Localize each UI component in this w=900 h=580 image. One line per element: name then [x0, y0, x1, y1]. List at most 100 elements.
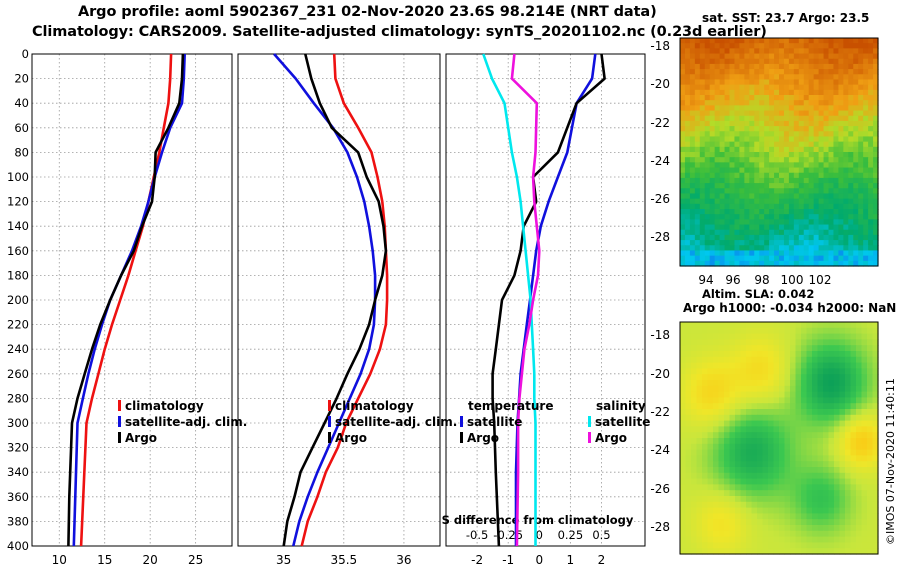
sla-cell: [779, 409, 786, 416]
sst-cell: [684, 63, 691, 70]
sla-cell: [724, 345, 731, 352]
sla-cell: [740, 351, 747, 358]
sla-cell: [850, 472, 857, 480]
sst-cell: [798, 89, 805, 96]
sla-cell: [867, 443, 874, 451]
sla-cell: [729, 333, 736, 340]
sst-cell: [798, 38, 805, 44]
sst-cell: [704, 95, 711, 101]
sst-cell: [680, 198, 686, 205]
sst-cell: [858, 250, 864, 257]
sst-cell: [709, 157, 716, 163]
sst-cell: [783, 69, 790, 75]
sst-cell: [684, 74, 691, 81]
sst-cell: [808, 209, 815, 215]
sst-cell: [863, 43, 869, 49]
sst-cell: [848, 260, 854, 267]
sla-cell: [707, 403, 714, 410]
sla-cell: [685, 409, 692, 416]
sla-cell: [867, 362, 874, 369]
sla-cell: [872, 519, 879, 526]
sla-cell: [817, 513, 824, 520]
sla-cell: [861, 414, 868, 422]
sst-cell: [719, 193, 726, 200]
sla-cell: [680, 525, 687, 532]
sla-cell: [707, 449, 714, 456]
sst-cell: [853, 126, 859, 132]
sla-cell: [856, 362, 863, 369]
sst-cell: [694, 100, 701, 106]
sst-cell: [823, 260, 830, 267]
sst-cell: [704, 172, 711, 179]
sla-cell: [762, 420, 769, 427]
sst-cell: [759, 188, 765, 195]
sst-cell: [689, 115, 696, 122]
sla-cell: [713, 443, 720, 451]
sla-cell: [812, 496, 819, 503]
sst-cell: [868, 110, 874, 117]
sst-cell: [759, 260, 765, 267]
sst-cell: [764, 245, 770, 252]
sla-cell: [713, 490, 720, 497]
sst-cell: [833, 53, 839, 60]
sla-cell: [828, 484, 835, 491]
s-diff-tick-label: -0.5: [466, 528, 488, 542]
sst-cell: [724, 38, 731, 44]
y-tick-label: 40: [14, 96, 29, 110]
sla-cell: [696, 322, 703, 329]
sst-cell: [828, 162, 835, 169]
sla-cell: [746, 548, 753, 555]
sla-cell: [795, 345, 802, 352]
sla-cell: [801, 472, 808, 480]
sst-cell: [823, 183, 830, 189]
sst-cell: [823, 240, 830, 246]
sst-cell: [734, 126, 740, 132]
sst-cell: [843, 74, 849, 81]
sst-cell: [754, 162, 760, 169]
sst-cell: [803, 69, 810, 75]
sla-cell: [867, 426, 874, 433]
sla-cell: [845, 374, 852, 381]
sla-cell: [828, 548, 835, 555]
sst-cell: [689, 245, 696, 252]
sla-cell: [724, 525, 731, 532]
sla-cell: [823, 449, 830, 456]
sst-cell: [719, 260, 726, 267]
sst-cell: [798, 245, 805, 252]
sst-cell: [853, 203, 859, 210]
sst-cell: [793, 53, 800, 60]
sst-cell: [788, 157, 795, 163]
sla-cell: [823, 368, 830, 375]
sla-cell: [839, 548, 846, 555]
sla-cell: [867, 327, 874, 335]
sst-cell: [704, 115, 711, 122]
sst-cell: [724, 115, 731, 122]
sla-cell: [812, 420, 819, 427]
sla-cell: [724, 519, 731, 526]
sst-cell: [793, 120, 800, 127]
sla-cell: [724, 536, 731, 543]
sst-cell: [858, 260, 864, 267]
sla-cell: [740, 391, 747, 398]
sst-cell: [813, 240, 820, 246]
sst-cell: [828, 38, 835, 44]
y-tick-label: 120: [7, 195, 29, 209]
sst-cell: [744, 43, 750, 49]
sla-cell: [735, 501, 742, 509]
sst-cell: [873, 120, 879, 127]
sst-cell: [788, 141, 795, 148]
sla-cell: [702, 374, 709, 381]
sla-cell: [680, 322, 687, 329]
sst-cell: [793, 260, 800, 267]
sst-cell: [873, 229, 879, 236]
sla-cell: [806, 333, 813, 340]
sst-cell: [774, 219, 780, 226]
sst-cell: [783, 53, 790, 60]
sla-cell: [685, 362, 692, 369]
sla-cell: [845, 513, 852, 520]
sla-cell: [735, 327, 742, 335]
sst-cell: [818, 240, 825, 246]
sst-cell: [774, 43, 780, 49]
sst-cell: [803, 229, 810, 236]
sst-cell: [779, 177, 785, 184]
